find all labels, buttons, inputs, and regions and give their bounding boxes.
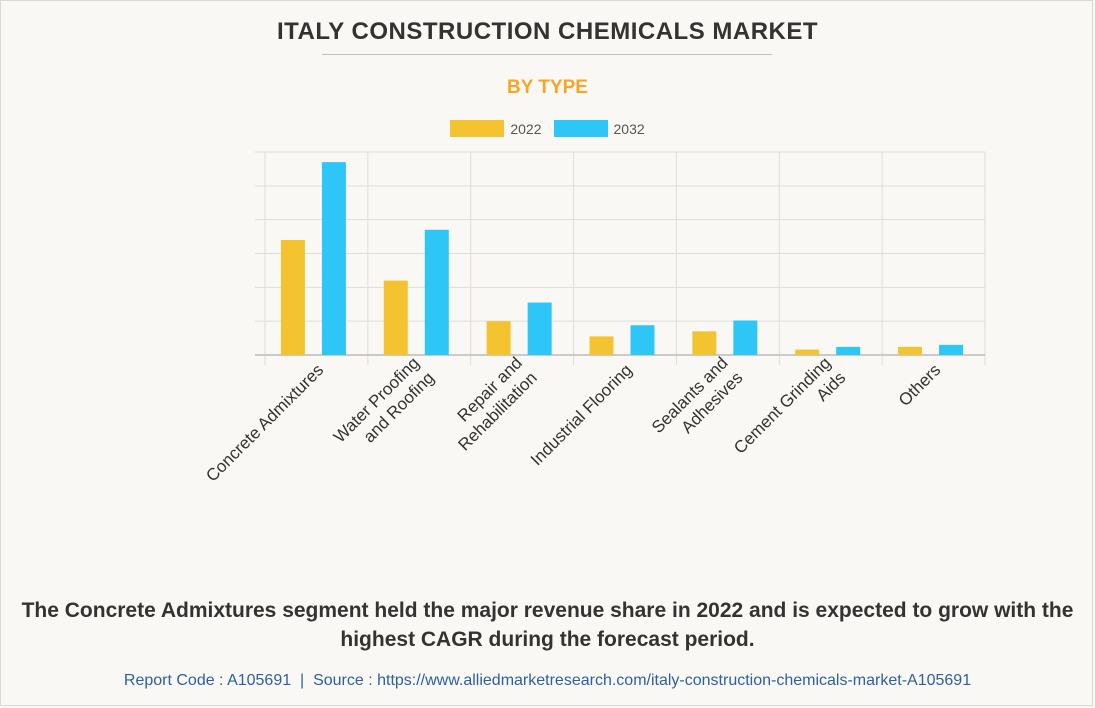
- x-tick-label: Water Proofingand Roofing: [330, 353, 438, 461]
- chart-subtitle: BY TYPE: [507, 77, 588, 98]
- legend: 2022 2032: [0, 120, 1095, 137]
- bar-2032-6: [939, 344, 964, 355]
- x-tick-label-line: Others: [895, 360, 945, 410]
- bar-2022-6: [898, 346, 923, 355]
- bar-2022-3: [589, 336, 614, 355]
- bar-chart: Concrete Admixtures Water Proofingand Roo…: [202, 151, 986, 485]
- x-tick-label-line: Cement Grinding: [730, 353, 834, 457]
- legend-label-2032: 2032: [613, 120, 645, 137]
- x-tick-label: Concrete Admixtures: [202, 360, 327, 485]
- x-tick-label-line: Concrete Admixtures: [202, 360, 327, 485]
- report-code: Report Code : A105691: [123, 672, 292, 689]
- source-link[interactable]: Source : https://www.alliedmarketresearc…: [313, 672, 972, 689]
- x-tick-label-line: Industrial Flooring: [527, 360, 636, 469]
- legend-item-2022[interactable]: 2022: [450, 120, 542, 137]
- bar-2022-5: [795, 349, 820, 355]
- bar-2032-3: [630, 325, 655, 355]
- summary-text: The Concrete Admixtures segment held the…: [21, 599, 1074, 651]
- legend-label-2022: 2022: [510, 120, 542, 137]
- legend-swatch-2032: [553, 120, 608, 137]
- x-tick-label: Industrial Flooring: [527, 360, 636, 469]
- x-tick-label: Sealants andAdhesives: [648, 353, 746, 451]
- footer: Report Code : A105691 | Source : https:/…: [0, 672, 1095, 690]
- bar-2022-4: [692, 331, 717, 355]
- bar-2032-1: [424, 229, 449, 355]
- x-tick-label: Others: [895, 360, 945, 410]
- bar-2022-0: [280, 239, 305, 355]
- bar-2022-1: [383, 280, 408, 355]
- bar-2032-5: [836, 346, 861, 355]
- x-tick-label: Repair andRehabilitation: [440, 353, 541, 454]
- bar-2022-2: [486, 321, 511, 355]
- legend-swatch-2022: [450, 120, 505, 137]
- title-divider: [322, 54, 772, 55]
- x-tick-label: Cement GrindingAids: [730, 353, 849, 472]
- bar-2032-2: [527, 302, 552, 355]
- bar-2032-0: [321, 162, 346, 355]
- bar-2032-4: [733, 320, 758, 355]
- legend-item-2032[interactable]: 2032: [553, 120, 645, 137]
- chart-title: ITALY CONSTRUCTION CHEMICALS MARKET: [276, 18, 819, 45]
- footer-separator: |: [300, 672, 305, 689]
